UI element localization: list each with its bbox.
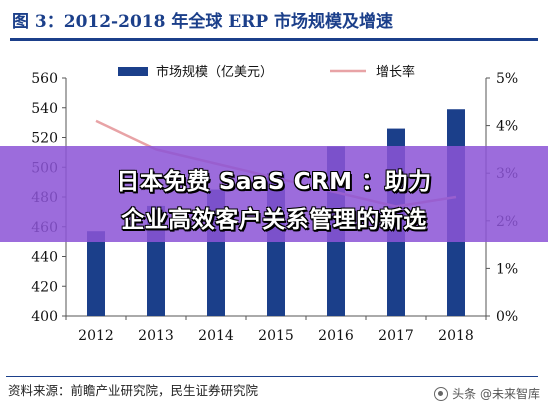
y-right-tick-label: 0% — [496, 309, 518, 325]
y-left-tick-label: 400 — [31, 309, 58, 325]
y-left-tick-label: 560 — [31, 71, 58, 87]
watermark-logo-icon — [434, 386, 449, 401]
overlay-line-2: 企业高效客户关系管理的新选 — [121, 207, 427, 233]
x-tick-label: 2014 — [198, 328, 234, 344]
watermark-text: 头条 @未来智库 — [452, 387, 540, 401]
legend-swatch-bar — [118, 67, 148, 76]
y-right-tick-label: 1% — [496, 261, 518, 277]
bar-2012 — [87, 231, 105, 316]
x-tick-label: 2016 — [318, 328, 354, 344]
y-right-tick-label: 5% — [496, 71, 518, 87]
x-tick-label: 2013 — [138, 328, 174, 344]
x-tick-label: 2015 — [258, 328, 294, 344]
y-left-tick-label: 420 — [31, 279, 58, 295]
overlay-line-1: 日本免费 SaaS CRM ：助力 — [116, 169, 432, 195]
overlay-banner: 日本免费 SaaS CRM ：助力 企业高效客户关系管理的新选 — [0, 146, 548, 242]
y-right-tick-label: 4% — [496, 119, 518, 135]
chart-legend: 市场规模（亿美元） 增长率 — [118, 64, 415, 80]
watermark: 头条 @未来智库 — [434, 385, 540, 402]
y-left-tick-label: 520 — [31, 131, 58, 147]
source-footer: 资料来源：前瞻产业研究院，民生证券研究院 — [6, 376, 538, 401]
x-tick-label: 2012 — [78, 328, 114, 344]
y-left-tick-label: 540 — [31, 101, 58, 117]
y-left-tick-label: 440 — [31, 250, 58, 266]
legend-label-line: 增长率 — [376, 64, 415, 80]
x-tick-label: 2018 — [438, 328, 474, 344]
figure-title: 图 3：2012-2018 年全球 ERP 市场规模及增速 — [12, 12, 394, 32]
legend-label-bar: 市场规模（亿美元） — [156, 64, 273, 80]
source-text: 资料来源：前瞻产业研究院，民生证券研究院 — [8, 383, 259, 398]
title-divider — [10, 38, 538, 41]
x-tick-label: 2017 — [378, 328, 414, 344]
